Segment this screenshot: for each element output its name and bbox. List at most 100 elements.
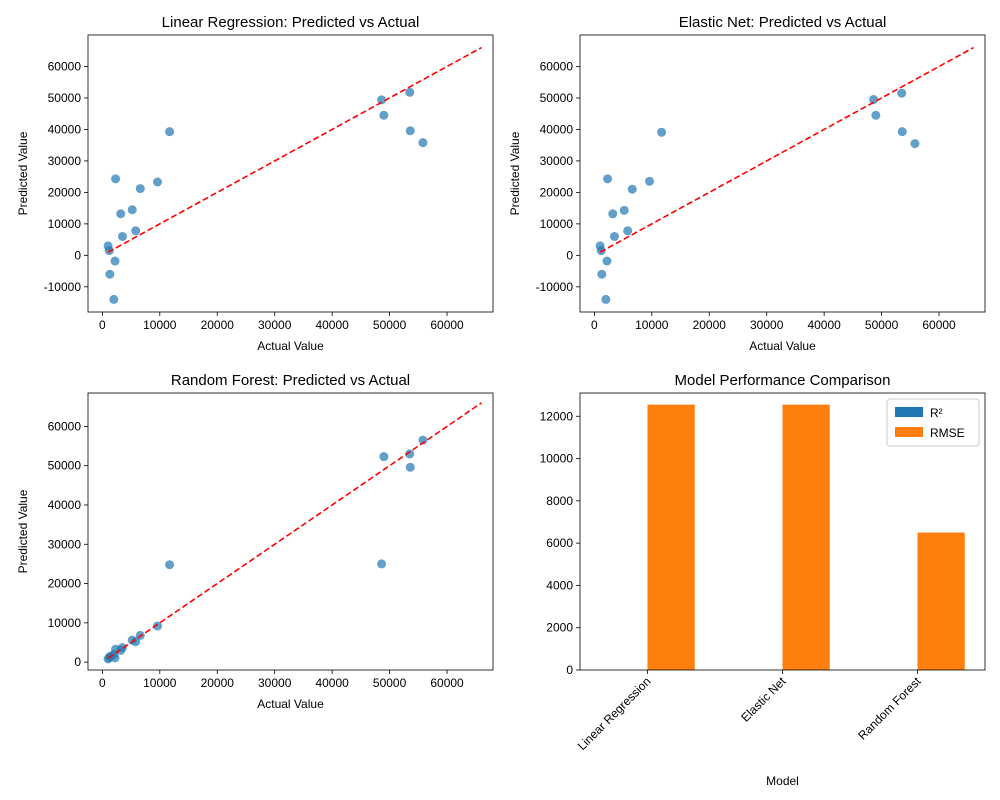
legend-swatch xyxy=(895,407,923,417)
data-point xyxy=(596,246,606,256)
chart-title: Random Forest: Predicted vs Actual xyxy=(171,372,410,389)
y-tick-label: 2000 xyxy=(546,621,573,635)
plot-frame xyxy=(579,392,986,671)
perfect-prediction-line xyxy=(599,46,974,253)
x-tick-label: 20000 xyxy=(693,318,727,332)
rmse-bar xyxy=(917,532,965,670)
data-point xyxy=(131,637,141,647)
x-tick-label: 60000 xyxy=(922,318,956,332)
elastic-net-scatter-plot: Elastic Net: Predicted vs Actual 0 10000 20… xyxy=(508,14,986,353)
data-point xyxy=(153,621,163,631)
model-performance-bar-chart: Model Performance Comparison 0 2000 4000 600… xyxy=(540,372,986,788)
x-tick-label: Random Forest xyxy=(855,674,924,743)
plot-frame xyxy=(87,34,494,313)
data-point xyxy=(104,246,114,256)
data-point xyxy=(116,209,126,219)
x-tick-label: 40000 xyxy=(807,318,841,332)
x-tick-label: 10000 xyxy=(635,318,669,332)
data-point xyxy=(619,205,629,215)
data-point xyxy=(117,231,127,241)
data-point xyxy=(110,653,120,663)
data-point xyxy=(871,110,881,120)
data-point xyxy=(153,177,163,187)
rmse-bar xyxy=(647,404,695,670)
x-tick-label: 50000 xyxy=(373,676,407,690)
x-tick-label: 50000 xyxy=(373,318,407,332)
y-axis-label: Predicted Value xyxy=(16,131,30,215)
data-point xyxy=(377,559,387,569)
x-tick-label: Linear Regression xyxy=(575,674,654,753)
data-point xyxy=(623,226,633,236)
data-point xyxy=(910,139,920,149)
data-point xyxy=(105,269,115,279)
y-tick-label: 30000 xyxy=(48,154,82,168)
x-tick-label: Elastic Net xyxy=(738,674,789,725)
data-point xyxy=(405,87,415,97)
plot-frame xyxy=(579,34,986,313)
y-tick-label: 20000 xyxy=(48,577,82,591)
legend-label: R² xyxy=(930,406,943,420)
data-point xyxy=(131,226,141,236)
chart-title: Model Performance Comparison xyxy=(675,372,891,389)
x-tick-label: 30000 xyxy=(258,318,292,332)
x-axis-label: Actual Value xyxy=(257,697,324,711)
y-tick-label: 0 xyxy=(74,248,81,262)
x-tick-label: 60000 xyxy=(430,676,464,690)
x-tick-label: 40000 xyxy=(315,318,349,332)
y-tick-label: 30000 xyxy=(48,537,82,551)
data-point xyxy=(897,127,907,137)
x-tick-label: 0 xyxy=(591,318,598,332)
data-point xyxy=(603,174,613,184)
x-tick-label: 10000 xyxy=(143,676,177,690)
y-tick-label: 0 xyxy=(566,248,573,262)
y-tick-label: 6000 xyxy=(546,536,573,550)
x-tick-label: 30000 xyxy=(750,318,784,332)
y-tick-label: 40000 xyxy=(48,498,82,512)
data-point xyxy=(627,184,637,194)
y-tick-label: 4000 xyxy=(546,578,573,592)
y-tick-label: 60000 xyxy=(48,419,82,433)
y-tick-label: 50000 xyxy=(48,91,82,105)
y-tick-label: -10000 xyxy=(44,280,82,294)
x-tick-label: 10000 xyxy=(143,318,177,332)
data-point xyxy=(418,138,428,148)
y-tick-label: 0 xyxy=(74,655,81,669)
data-point xyxy=(377,95,387,105)
data-point xyxy=(405,462,415,472)
data-point xyxy=(602,256,612,266)
legend-label: RMSE xyxy=(930,426,965,440)
y-tick-label: 40000 xyxy=(48,122,82,136)
x-tick-label: 40000 xyxy=(315,676,349,690)
y-tick-label: 10000 xyxy=(540,452,574,466)
y-tick-label: 10000 xyxy=(48,616,82,630)
y-axis-label: Predicted Value xyxy=(16,489,30,573)
data-point xyxy=(109,294,119,304)
x-tick-label: 20000 xyxy=(201,676,235,690)
x-axis-label: Actual Value xyxy=(749,339,816,353)
data-point xyxy=(165,127,175,137)
x-tick-label: 50000 xyxy=(865,318,899,332)
perfect-prediction-line xyxy=(107,402,482,659)
y-tick-label: 50000 xyxy=(48,459,82,473)
data-point xyxy=(657,127,667,137)
y-tick-label: 10000 xyxy=(48,217,82,231)
y-tick-label: 50000 xyxy=(540,91,574,105)
data-point xyxy=(127,205,137,215)
y-tick-label: 10000 xyxy=(540,217,574,231)
data-point xyxy=(110,256,120,266)
data-point xyxy=(601,294,611,304)
data-point xyxy=(597,269,607,279)
data-point xyxy=(645,176,655,186)
x-axis-label: Model xyxy=(766,774,799,788)
data-point xyxy=(405,126,415,136)
y-tick-label: 8000 xyxy=(546,494,573,508)
y-axis-label: Predicted Value xyxy=(508,131,522,215)
chart-title: Linear Regression: Predicted vs Actual xyxy=(162,14,420,31)
data-point xyxy=(608,209,618,219)
y-tick-label: -10000 xyxy=(536,280,574,294)
linear-regression-scatter-plot: Linear Regression: Predicted vs Actual 0 1… xyxy=(16,14,494,353)
data-point xyxy=(379,110,389,120)
x-tick-label: 20000 xyxy=(201,318,235,332)
x-tick-label: 30000 xyxy=(258,676,292,690)
